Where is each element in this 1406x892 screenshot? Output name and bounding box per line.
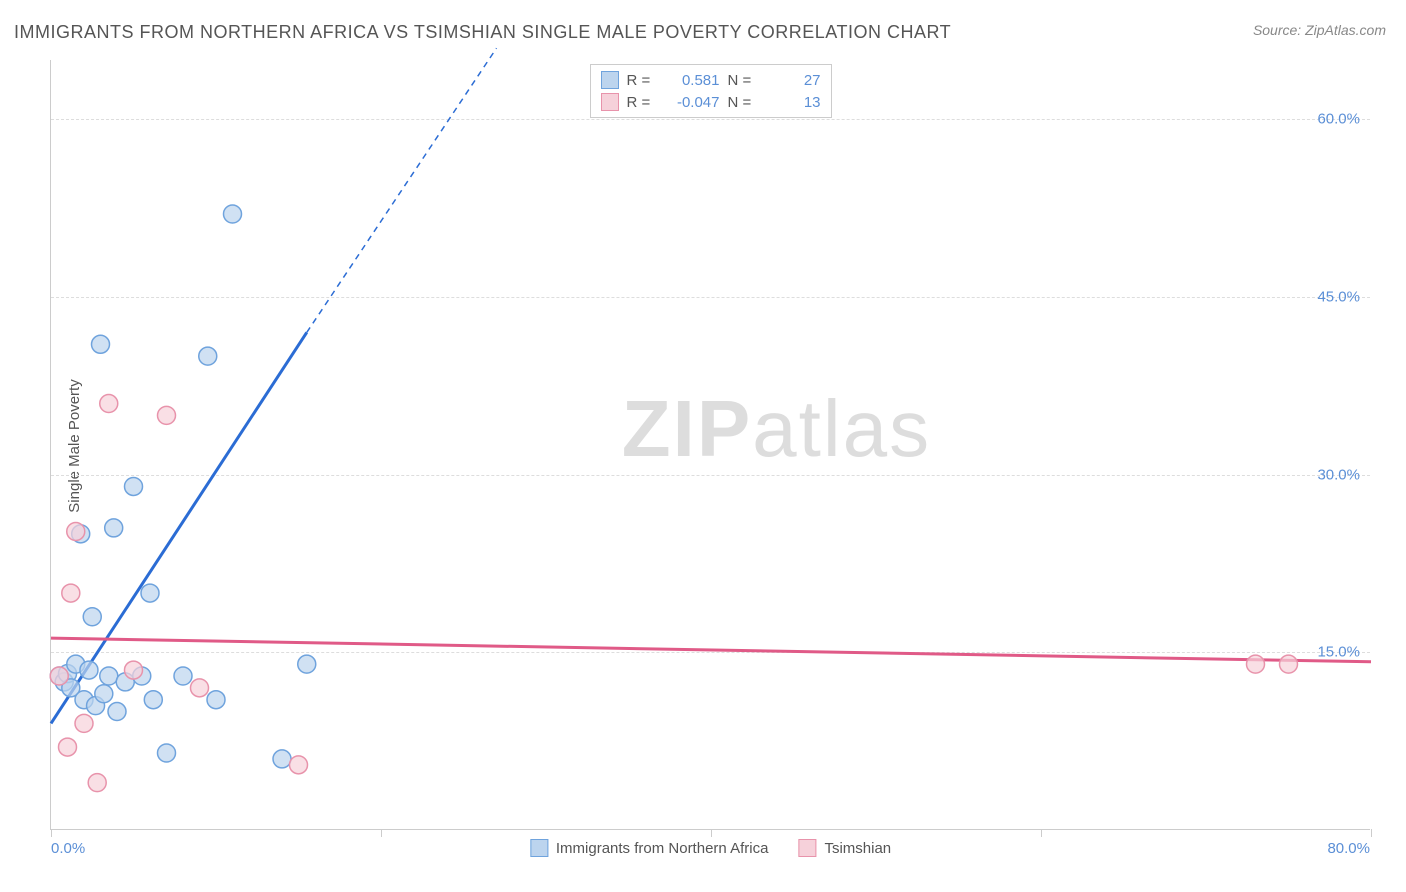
stats-n-label-1: N = <box>728 72 758 89</box>
scatter-point <box>158 406 176 424</box>
scatter-point <box>199 347 217 365</box>
stats-n-value-2: 13 <box>766 94 821 111</box>
scatter-point <box>207 691 225 709</box>
trend-line-ext <box>307 48 497 332</box>
plot-svg <box>51 60 1370 829</box>
x-tick-label-min: 0.0% <box>51 840 85 857</box>
chart-title: IMMIGRANTS FROM NORTHERN AFRICA VS TSIMS… <box>14 22 951 43</box>
legend-swatch-2 <box>798 839 816 857</box>
scatter-point <box>125 661 143 679</box>
scatter-point <box>92 335 110 353</box>
scatter-point <box>1247 655 1265 673</box>
legend-label-2: Tsimshian <box>824 840 891 857</box>
scatter-point <box>100 395 118 413</box>
scatter-point <box>75 714 93 732</box>
stats-swatch-1 <box>601 71 619 89</box>
scatter-point <box>108 703 126 721</box>
x-tick <box>711 829 712 837</box>
stats-row-2: R = -0.047 N = 13 <box>601 91 821 113</box>
scatter-point <box>100 667 118 685</box>
scatter-point <box>224 205 242 223</box>
stats-box: R = 0.581 N = 27 R = -0.047 N = 13 <box>590 64 832 118</box>
x-tick-label-max: 80.0% <box>1327 840 1370 857</box>
trend-line <box>51 638 1371 662</box>
scatter-point <box>88 774 106 792</box>
scatter-point <box>273 750 291 768</box>
chart-container: IMMIGRANTS FROM NORTHERN AFRICA VS TSIMS… <box>0 0 1406 892</box>
stats-r-label-1: R = <box>627 72 657 89</box>
scatter-point <box>174 667 192 685</box>
plot-area: ZIPatlas 15.0%30.0%45.0%60.0% R = 0.581 … <box>50 60 1370 830</box>
scatter-point <box>50 667 68 685</box>
stats-r-value-2: -0.047 <box>665 94 720 111</box>
legend-item-1: Immigrants from Northern Africa <box>530 839 769 857</box>
source-label: Source: ZipAtlas.com <box>1253 22 1386 38</box>
stats-n-label-2: N = <box>728 94 758 111</box>
scatter-point <box>1280 655 1298 673</box>
legend-bottom: Immigrants from Northern Africa Tsimshia… <box>530 839 891 857</box>
scatter-point <box>59 738 77 756</box>
legend-label-1: Immigrants from Northern Africa <box>556 840 769 857</box>
x-tick <box>381 829 382 837</box>
scatter-point <box>141 584 159 602</box>
legend-item-2: Tsimshian <box>798 839 891 857</box>
scatter-point <box>105 519 123 537</box>
scatter-point <box>298 655 316 673</box>
scatter-point <box>144 691 162 709</box>
legend-swatch-1 <box>530 839 548 857</box>
scatter-point <box>67 522 85 540</box>
x-tick <box>51 829 52 837</box>
scatter-point <box>62 584 80 602</box>
scatter-point <box>80 661 98 679</box>
scatter-point <box>191 679 209 697</box>
x-tick <box>1371 829 1372 837</box>
scatter-point <box>125 477 143 495</box>
x-tick <box>1041 829 1042 837</box>
scatter-point <box>158 744 176 762</box>
stats-n-value-1: 27 <box>766 72 821 89</box>
scatter-point <box>83 608 101 626</box>
stats-row-1: R = 0.581 N = 27 <box>601 69 821 91</box>
stats-swatch-2 <box>601 93 619 111</box>
stats-r-value-1: 0.581 <box>665 72 720 89</box>
scatter-point <box>290 756 308 774</box>
scatter-point <box>95 685 113 703</box>
stats-r-label-2: R = <box>627 94 657 111</box>
